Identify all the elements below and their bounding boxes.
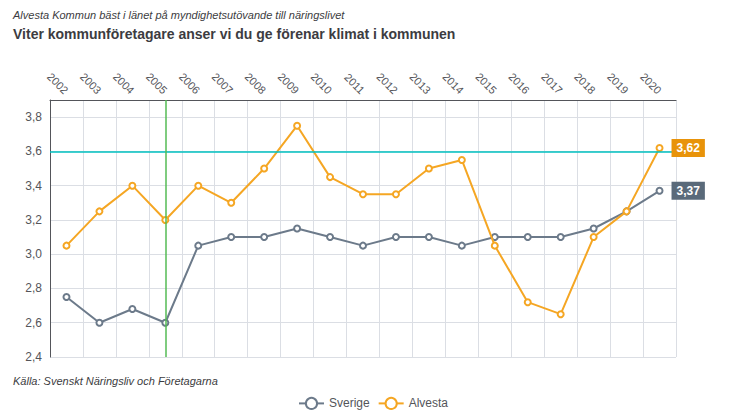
svg-text:2,8: 2,8 bbox=[25, 281, 42, 295]
svg-text:2012: 2012 bbox=[374, 70, 400, 96]
svg-text:Viter kommunföretagare anser v: Viter kommunföretagare anser vi du ge fö… bbox=[13, 26, 455, 42]
svg-text:2006: 2006 bbox=[177, 70, 203, 96]
svg-text:3,62: 3,62 bbox=[677, 141, 701, 155]
svg-text:3,2: 3,2 bbox=[25, 213, 42, 227]
svg-text:2002: 2002 bbox=[45, 70, 71, 96]
svg-text:3,4: 3,4 bbox=[25, 179, 42, 193]
svg-text:2011: 2011 bbox=[342, 71, 367, 96]
svg-text:2008: 2008 bbox=[243, 70, 269, 96]
svg-text:2010: 2010 bbox=[309, 70, 335, 96]
svg-text:2015: 2015 bbox=[473, 70, 499, 96]
svg-text:3,8: 3,8 bbox=[25, 110, 42, 124]
svg-text:2009: 2009 bbox=[276, 70, 302, 96]
svg-text:Sverige: Sverige bbox=[329, 396, 370, 410]
svg-text:2007: 2007 bbox=[210, 70, 236, 96]
svg-text:3,37: 3,37 bbox=[677, 184, 701, 198]
svg-text:Alvesta Kommun bäst i länet på: Alvesta Kommun bäst i länet på myndighet… bbox=[12, 9, 345, 21]
svg-text:2014: 2014 bbox=[440, 70, 466, 96]
svg-text:2020: 2020 bbox=[638, 70, 664, 96]
svg-text:Alvesta: Alvesta bbox=[409, 396, 449, 410]
svg-text:2003: 2003 bbox=[78, 70, 104, 96]
svg-text:2005: 2005 bbox=[144, 70, 170, 96]
svg-text:3,0: 3,0 bbox=[25, 247, 42, 261]
svg-text:2019: 2019 bbox=[605, 70, 631, 96]
svg-text:2017: 2017 bbox=[539, 70, 565, 96]
svg-text:2,4: 2,4 bbox=[25, 350, 42, 364]
svg-text:2013: 2013 bbox=[407, 70, 433, 96]
svg-text:2016: 2016 bbox=[506, 70, 532, 96]
svg-text:3,6: 3,6 bbox=[25, 144, 42, 158]
svg-text:2,6: 2,6 bbox=[25, 316, 42, 330]
svg-text:Källa: Svenskt Näringsliv och: Källa: Svenskt Näringsliv och Företagarn… bbox=[13, 375, 218, 387]
svg-text:2018: 2018 bbox=[572, 70, 598, 96]
svg-text:2004: 2004 bbox=[111, 70, 137, 96]
